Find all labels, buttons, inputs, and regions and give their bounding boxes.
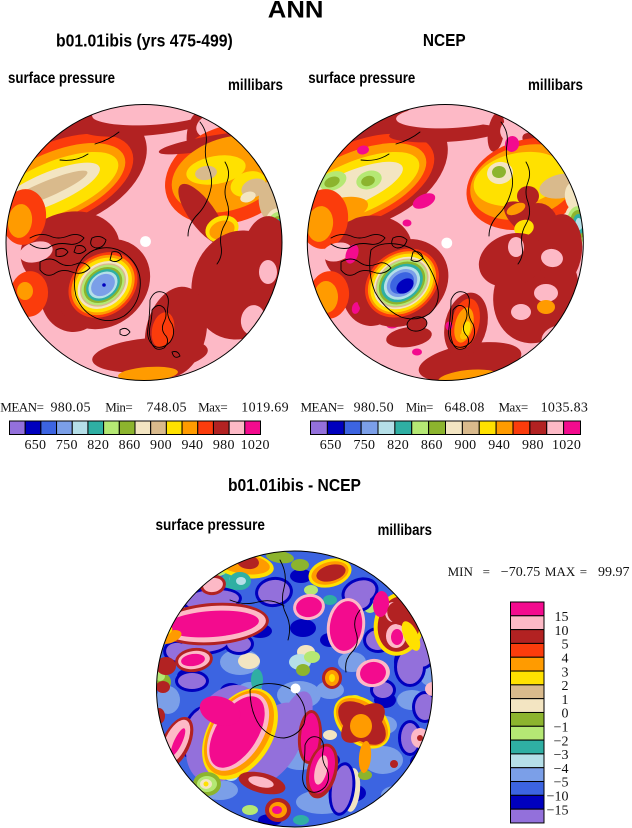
- svg-text:1: 1: [562, 693, 569, 708]
- svg-text:MEAN=: MEAN=: [301, 400, 344, 415]
- svg-text:Max=: Max=: [198, 400, 227, 415]
- svg-text:Max=: Max=: [499, 400, 528, 415]
- svg-text:860: 860: [119, 438, 141, 453]
- svg-text:−1: −1: [554, 720, 569, 735]
- svg-text:1020: 1020: [552, 438, 581, 453]
- svg-text:4: 4: [562, 651, 569, 666]
- svg-text:MAX: MAX: [545, 564, 576, 579]
- svg-text:900: 900: [455, 438, 477, 453]
- svg-text:2: 2: [562, 679, 569, 694]
- svg-text:940: 940: [488, 438, 510, 453]
- svg-text:b01.01ibis (yrs 475-499): b01.01ibis (yrs 475-499): [56, 30, 233, 50]
- svg-text:surface pressure: surface pressure: [8, 70, 115, 87]
- svg-text:820: 820: [387, 438, 409, 453]
- svg-text:980: 980: [213, 438, 235, 453]
- svg-text:−10: −10: [547, 790, 569, 805]
- svg-text:NCEP: NCEP: [423, 30, 466, 50]
- svg-text:10: 10: [555, 624, 569, 639]
- svg-text:ANN: ANN: [268, 0, 324, 24]
- svg-text:99.97: 99.97: [598, 565, 630, 580]
- svg-text:648.08: 648.08: [444, 401, 484, 416]
- svg-text:=: =: [483, 564, 490, 579]
- svg-text:MEAN=: MEAN=: [0, 400, 43, 415]
- svg-text:1019.69: 1019.69: [241, 401, 289, 416]
- svg-text:=: =: [580, 564, 587, 579]
- svg-text:860: 860: [421, 438, 443, 453]
- svg-text:millibars: millibars: [528, 77, 583, 94]
- svg-text:millibars: millibars: [378, 522, 432, 539]
- svg-text:1020: 1020: [241, 438, 270, 453]
- svg-text:5: 5: [562, 638, 569, 653]
- svg-text:750: 750: [353, 438, 375, 453]
- svg-text:900: 900: [150, 438, 172, 453]
- svg-text:−70.75: −70.75: [501, 565, 540, 580]
- svg-text:b01.01ibis - NCEP: b01.01ibis - NCEP: [228, 475, 361, 495]
- svg-text:0: 0: [562, 707, 569, 722]
- svg-text:650: 650: [320, 438, 342, 453]
- svg-text:surface pressure: surface pressure: [155, 517, 265, 534]
- svg-text:−15: −15: [547, 803, 569, 818]
- svg-text:650: 650: [24, 438, 46, 453]
- svg-text:15: 15: [555, 610, 569, 625]
- svg-text:−5: −5: [554, 776, 569, 791]
- svg-text:millibars: millibars: [228, 77, 283, 94]
- svg-text:−2: −2: [554, 734, 569, 749]
- svg-text:surface pressure: surface pressure: [308, 70, 415, 87]
- svg-text:940: 940: [181, 438, 203, 453]
- svg-text:−4: −4: [554, 762, 569, 777]
- svg-text:980.50: 980.50: [354, 401, 394, 416]
- svg-text:3: 3: [562, 665, 569, 680]
- svg-text:−3: −3: [554, 748, 569, 763]
- svg-text:750: 750: [56, 438, 78, 453]
- svg-text:Min=: Min=: [406, 400, 433, 415]
- svg-text:820: 820: [87, 438, 109, 453]
- svg-text:MIN: MIN: [448, 564, 474, 579]
- svg-text:748.05: 748.05: [147, 401, 187, 416]
- svg-text:980.05: 980.05: [51, 401, 91, 416]
- svg-text:1035.83: 1035.83: [541, 401, 589, 416]
- svg-text:Min=: Min=: [105, 400, 132, 415]
- svg-text:980: 980: [522, 438, 544, 453]
